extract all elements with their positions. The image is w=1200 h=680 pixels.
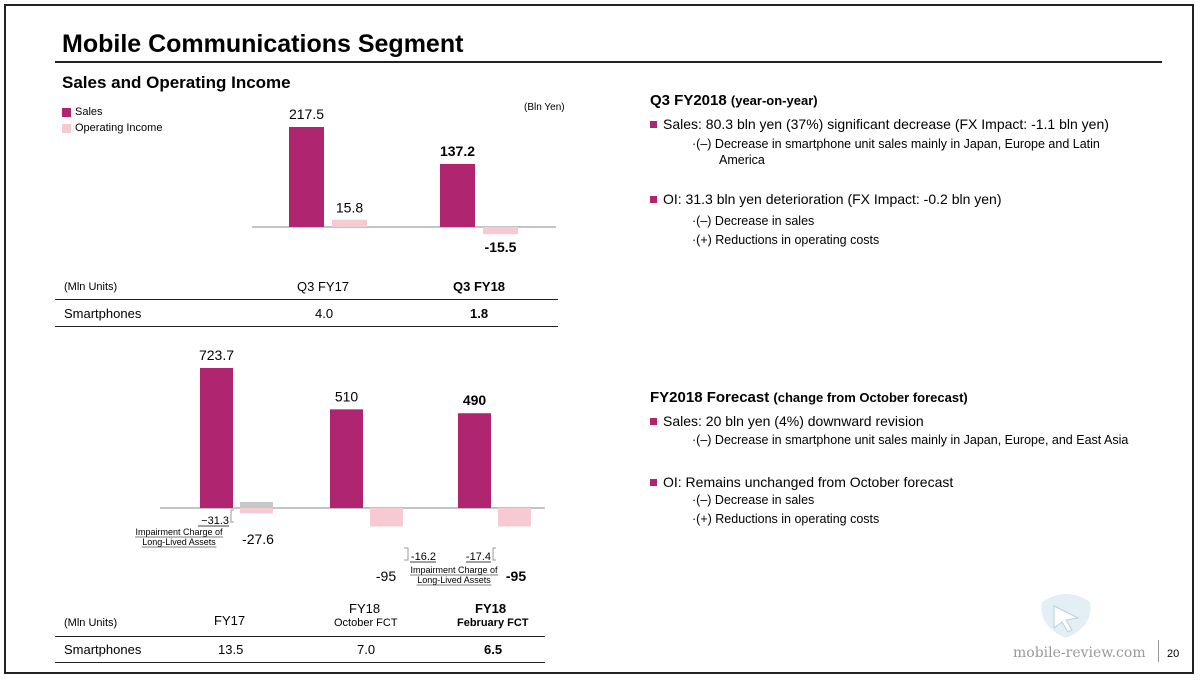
fy-table-header-oct-line1: FY18: [349, 601, 381, 616]
fy-bullet-oi: OI: Remains unchanged from October forec…: [650, 474, 953, 490]
fy-table-row-label: Smartphones: [64, 642, 142, 657]
fy-table-value-oct: 7.0: [357, 642, 376, 657]
watermark-text: mobile-review.com: [1013, 645, 1146, 661]
fy-impairment-caption: Impairment Charge of: [135, 527, 223, 537]
q3-table-value-fy17: 4.0: [315, 306, 334, 321]
q3-bullet-sales-sub2: America: [719, 153, 765, 167]
legend-sales-swatch: [62, 107, 71, 117]
bullet-square-icon: [650, 479, 657, 486]
fy-bullet-oi-sub1: ·(–) Decrease in sales: [692, 493, 815, 507]
q3-sales-bar: [289, 127, 324, 227]
q3-table-rule-bottom: [55, 326, 558, 327]
fy-sales-label: 490: [463, 392, 487, 408]
fy-heading-text: FY2018 Forecast: [650, 389, 770, 406]
fy-sales-label: 510: [335, 388, 359, 404]
legend-sales: Sales: [62, 106, 103, 118]
bullet-square-icon: [650, 418, 657, 425]
fy-table-value-fy17: 13.5: [218, 642, 244, 657]
q3-sales-label: 217.5: [289, 106, 324, 122]
q3-sales-label: 137.2: [440, 143, 475, 159]
fy-table-header-fy17: FY17: [214, 613, 246, 628]
q3-table-row-label: Smartphones: [64, 306, 142, 321]
q3-bullet-sales: Sales: 80.3 bln yen (37%) significant de…: [650, 116, 1109, 132]
fy-impairment-label: −31.3: [201, 515, 229, 527]
page-number: 20: [1158, 640, 1179, 662]
q3-sales-bar: [440, 163, 475, 227]
fy-bullet-sales-sub1: ·(–) Decrease in smartphone unit sales m…: [692, 433, 1129, 447]
q3-table-value-fy18: 1.8: [470, 306, 489, 321]
fy-table-unit: (Mln Units): [64, 617, 118, 629]
fy-table-header-oct-line2: October FCT: [334, 617, 398, 629]
q3-oi-label: -15.5: [485, 239, 517, 255]
fy-sales-label: 723.7: [199, 347, 234, 363]
fy-oi-label: -95: [376, 568, 396, 584]
fy-heading-note: (change from October forecast): [773, 390, 968, 405]
q3-bullet-oi-text: OI: 31.3 bln yen deterioration (FX Impac…: [663, 191, 1002, 207]
fy-sales-bar: [200, 368, 233, 508]
bullet-square-icon: [650, 196, 657, 203]
q3-table-header-q3fy18: Q3 FY18: [453, 279, 506, 294]
page-title: Mobile Communications Segment: [62, 30, 464, 58]
q3-commentary-heading: Q3 FY2018 (year-on-year): [650, 92, 818, 109]
bullet-square-icon: [650, 121, 657, 128]
q3-bullet-sales-text: Sales: 80.3 bln yen (37%) significant de…: [663, 116, 1109, 132]
watermark-logo-icon: [1041, 594, 1091, 638]
fy-oi-label: -95: [506, 568, 526, 584]
fy-impairment-bar: [240, 502, 273, 508]
q3-oi-label: 15.8: [336, 200, 363, 216]
fy-table-value-feb: 6.5: [484, 642, 503, 657]
fy-impairment-bracket: [230, 509, 234, 523]
fy-impairment-caption: Long-Lived Assets: [142, 537, 216, 547]
q3-bullet-sales-sub1: ·(–) Decrease in smartphone unit sales m…: [692, 137, 1100, 151]
q3-oi-bar: [483, 227, 518, 235]
legend-oi-label: Operating Income: [75, 122, 163, 134]
q3-heading-text: Q3 FY2018: [650, 92, 727, 109]
fy-commentary-heading: FY2018 Forecast (change from October for…: [650, 389, 968, 406]
legend-oi: Operating Income: [62, 122, 162, 134]
fy-bullet-sales: Sales: 20 bln yen (4%) downward revision: [650, 413, 924, 429]
fy-oi-bar: [498, 508, 531, 527]
fy-bullet-sales-text: Sales: 20 bln yen (4%) downward revision: [663, 413, 924, 429]
chart-unit: (Bln Yen): [524, 102, 565, 113]
fy-impairment-label: -17.4: [466, 551, 491, 563]
q3-table-unit: (Mln Units): [64, 281, 118, 293]
q3-bullet-oi-sub2: ·(+) Reductions in operating costs: [692, 233, 880, 247]
fy-impairment-caption: Impairment Charge of: [410, 565, 498, 575]
q3-oi-bar: [332, 219, 367, 227]
fy-table-rule-bottom: [55, 662, 545, 663]
fy-oi-bar: [370, 508, 403, 527]
fy-oi-bar: [240, 508, 273, 514]
fy-table-header-feb-line1: FY18: [475, 601, 507, 616]
q3-bullet-oi: OI: 31.3 bln yen deterioration (FX Impac…: [650, 191, 1002, 207]
title-divider: [55, 61, 1162, 63]
slide-frame: [4, 4, 1194, 674]
legend-oi-swatch: [62, 123, 71, 133]
q3-bullet-oi-sub1: ·(–) Decrease in sales: [692, 214, 815, 228]
fy-table-rule-top: [55, 636, 545, 637]
fy-sales-bar: [458, 413, 491, 508]
fy-impairment-bracket: [404, 547, 409, 561]
q3-heading-note: (year-on-year): [730, 93, 818, 108]
fy-table-header-feb-line2: February FCT: [457, 617, 529, 629]
fy-sales-bar: [330, 409, 363, 508]
fy-bullet-oi-sub2: ·(+) Reductions in operating costs: [692, 512, 880, 526]
fy-impairment-bracket: [492, 547, 496, 561]
fy-oi-label: -27.6: [242, 531, 274, 547]
q3-table-rule-top: [55, 299, 558, 300]
fy-bullet-oi-text: OI: Remains unchanged from October forec…: [663, 474, 954, 490]
section-subtitle: Sales and Operating Income: [62, 73, 291, 92]
legend-sales-label: Sales: [75, 106, 103, 118]
fy-impairment-label: -16.2: [411, 551, 436, 563]
fy-impairment-caption: Long-Lived Assets: [417, 575, 491, 585]
q3-table-header-q3fy17: Q3 FY17: [297, 279, 350, 294]
